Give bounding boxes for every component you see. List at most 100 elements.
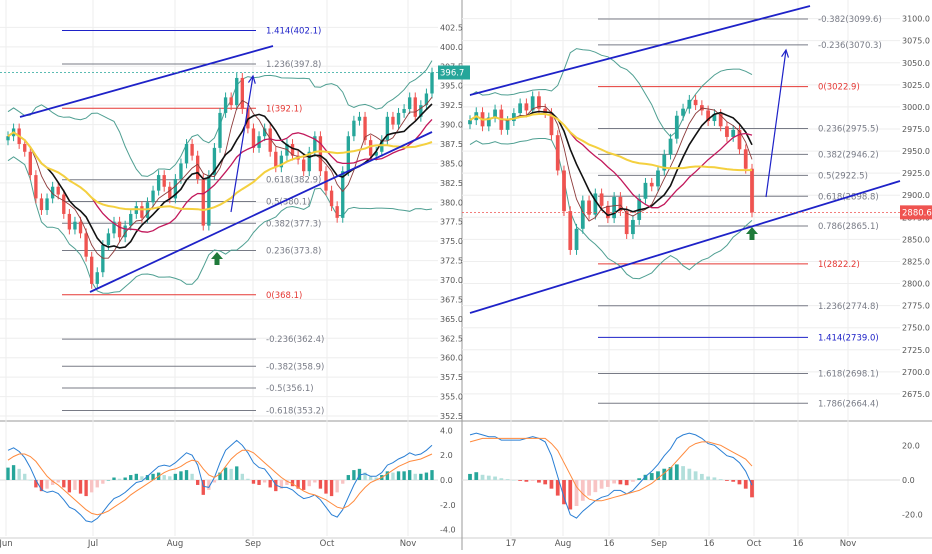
candle-body <box>229 97 233 106</box>
candle-body <box>363 116 367 141</box>
candle-body <box>493 109 497 118</box>
candle-body <box>117 221 122 238</box>
macd-hist-bar <box>555 480 560 496</box>
macd-hist-bar <box>408 470 412 480</box>
macd-hist-bar <box>612 480 617 484</box>
macd-hist-bar <box>391 472 395 480</box>
candle-body <box>335 206 339 218</box>
candle-body <box>307 151 311 172</box>
macd-tick-label: 4.0 <box>440 426 453 435</box>
macd-hist-bar <box>605 480 610 487</box>
macd-hist-bar <box>643 474 648 480</box>
macd-hist-bar <box>17 468 21 480</box>
x-tick-label: 16 <box>704 539 715 549</box>
macd-hist-bar <box>357 468 362 480</box>
candle-body <box>6 136 10 141</box>
ma-short <box>469 105 753 222</box>
macd-hist-bar <box>537 480 541 483</box>
candle-body <box>518 103 523 114</box>
macd-hist-bar <box>419 473 423 480</box>
fib-level-label: 1.236(2774.8) <box>818 302 879 312</box>
macd-hist-bar <box>363 472 367 480</box>
macd-hist-bar <box>750 480 754 498</box>
ma-yellow <box>469 113 752 172</box>
macd-hist-bar <box>78 480 83 494</box>
x-tick-label: 16 <box>793 539 804 549</box>
macd-hist-bar <box>599 480 604 489</box>
candle-body <box>718 113 723 127</box>
candle-body <box>430 72 434 94</box>
macd-hist-bar <box>668 467 673 480</box>
candle-body <box>631 219 635 235</box>
last-price-label: 2880.6 <box>902 208 932 218</box>
candle-body <box>90 256 94 284</box>
macd-hist-bar <box>246 478 250 480</box>
candle-body <box>543 108 548 114</box>
candle-body <box>549 113 554 136</box>
macd-hist-bar <box>90 480 94 493</box>
macd-hist-bar <box>341 480 345 484</box>
y-tick-label: 3000.0 <box>902 103 930 112</box>
macd-tick-label: 0.0 <box>440 476 453 485</box>
candle-body <box>73 221 77 230</box>
macd-hist-bar <box>179 471 183 480</box>
candle-body <box>274 151 278 168</box>
macd-hist-bar <box>499 478 504 480</box>
macd-hist-bar <box>335 480 339 493</box>
chart-panel-right: 3100.0 3075.0 3050.0 3025.0 3000.0 2975.0 2950… <box>462 0 932 549</box>
candle-body <box>618 196 623 212</box>
last-price-badge <box>438 65 470 80</box>
candle-body <box>368 140 373 156</box>
macd-hist-bar <box>580 480 585 501</box>
candle-body <box>505 121 510 130</box>
candle-body <box>39 198 44 211</box>
y-tick-label: 2675.0 <box>902 390 930 399</box>
candle-body <box>687 99 692 109</box>
projection-arrow-head <box>781 48 790 58</box>
macd-line <box>7 439 433 523</box>
candle-body <box>649 182 654 187</box>
y-tick-label: 3100.0 <box>902 15 930 24</box>
macd-hist-bar <box>631 480 635 482</box>
candle-body <box>179 163 183 179</box>
macd-hist-bar <box>196 480 200 485</box>
macd-hist-bar <box>413 473 417 480</box>
projection-arrow <box>765 49 787 198</box>
candle-body <box>725 126 729 137</box>
y-tick-label: 3050.0 <box>902 59 930 68</box>
candle-body <box>537 96 541 109</box>
candle-body <box>612 196 617 219</box>
y-tick-label: 380.0 <box>440 198 463 207</box>
candle-body <box>530 96 535 111</box>
y-tick-label: 3075.0 <box>902 37 930 46</box>
candle-body <box>706 110 711 122</box>
candle-body <box>593 193 598 215</box>
macd-hist-bar <box>656 471 660 480</box>
candle-body <box>731 129 736 137</box>
projection-arrow-head <box>247 74 256 84</box>
fib-level-label: 0.5(2922.5) <box>818 171 868 181</box>
macd-hist-bar <box>229 468 233 480</box>
fib-level-label: 1.618(2698.1) <box>818 370 879 380</box>
macd-hist-bar <box>117 478 122 480</box>
macd-hist-bar <box>318 480 323 489</box>
candle-body <box>352 120 356 137</box>
macd-hist-bar <box>549 480 554 489</box>
candle-body <box>34 175 38 199</box>
channel-lower-line <box>469 180 901 314</box>
channel-upper-line <box>469 5 811 96</box>
macd-hist-bar <box>430 470 434 480</box>
macd-hist-bar <box>62 480 66 488</box>
candle-body <box>302 159 306 172</box>
macd-hist-bar <box>184 470 189 480</box>
macd-hist-bar <box>402 471 406 480</box>
candle-body <box>562 170 566 212</box>
candle-body <box>207 175 211 226</box>
candle-body <box>129 213 133 226</box>
macd-hist-bar <box>129 475 133 480</box>
fib-level-label: 0.382(377.3) <box>266 219 321 229</box>
macd-hist-bar <box>168 476 172 480</box>
macd-hist-bar <box>257 480 261 485</box>
y-tick-label: 2925.0 <box>902 169 930 178</box>
